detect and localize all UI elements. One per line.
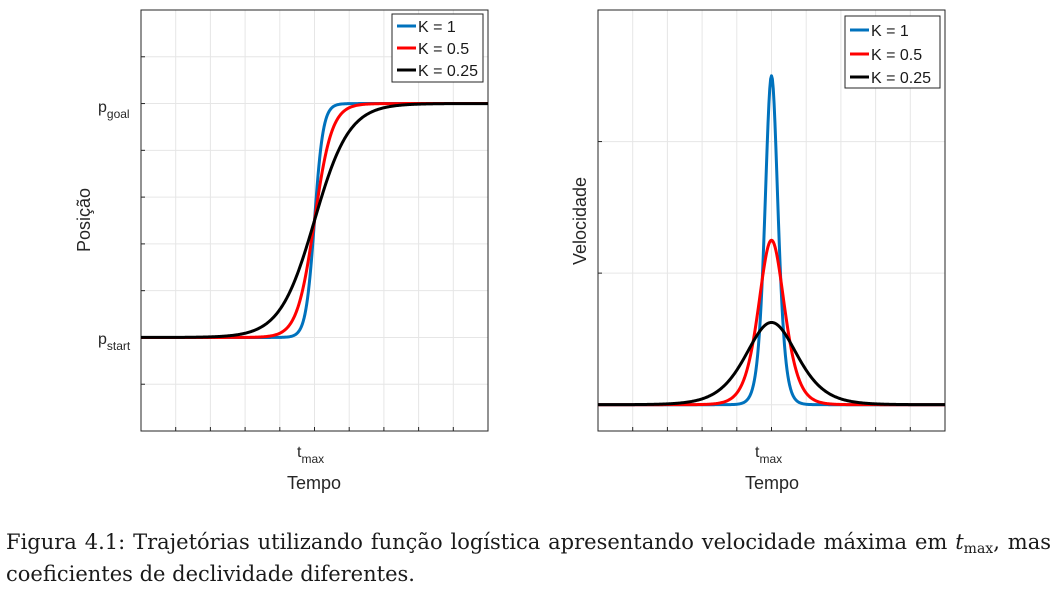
- velocity-chart: tmax Tempo Velocidade K = 1 K = 0.5 K = …: [570, 9, 946, 493]
- velocity-y-axis-label: Velocidade: [570, 177, 590, 265]
- velocity-x-axis-label: Tempo: [745, 473, 799, 493]
- position-y-axis-label: Posição: [74, 188, 94, 252]
- velocity-series-lines: [597, 74, 946, 407]
- caption-math-main: t: [955, 530, 964, 554]
- position-tick-marks: [140, 9, 489, 431]
- position-ytick-start: pstart: [98, 331, 131, 353]
- caption-math: tmax: [955, 530, 994, 557]
- caption-math-sub: max: [963, 541, 994, 557]
- position-chart: pgoal pstart tmax Tempo Posição K = 1 K …: [74, 9, 489, 493]
- figure-canvas: pgoal pstart tmax Tempo Posição K = 1 K …: [74, 9, 946, 493]
- position-legend-label-k05: K = 0.5: [418, 41, 469, 58]
- velocity-legend-label-k05: K = 0.5: [871, 47, 922, 64]
- figure-caption: Figura 4.1: Trajetórias utilizando funçã…: [6, 526, 1051, 590]
- position-legend-label-k1: K = 1: [418, 19, 456, 36]
- position-legend-label-k025: K = 0.25: [418, 63, 478, 80]
- velocity-legend-label-k1: K = 1: [871, 23, 909, 40]
- position-series-lines: [140, 102, 489, 339]
- velocity-series-line-2: [597, 320, 946, 407]
- position-ytick-goal: pgoal: [98, 99, 130, 121]
- position-series-line-2: [140, 102, 489, 339]
- position-x-axis-label: Tempo: [287, 473, 341, 493]
- position-legend: K = 1 K = 0.5 K = 0.25: [391, 13, 484, 83]
- velocity-xtick-tmax: tmax: [755, 444, 782, 466]
- position-xtick-tmax: tmax: [297, 444, 324, 466]
- velocity-legend-label-k025: K = 0.25: [871, 70, 931, 87]
- velocity-legend: K = 1 K = 0.5 K = 0.25: [844, 15, 941, 89]
- caption-suffix: , mas coeficientes de declividade difere…: [6, 530, 1051, 586]
- caption-prefix: Figura 4.1: Trajetórias utilizando funçã…: [6, 530, 948, 554]
